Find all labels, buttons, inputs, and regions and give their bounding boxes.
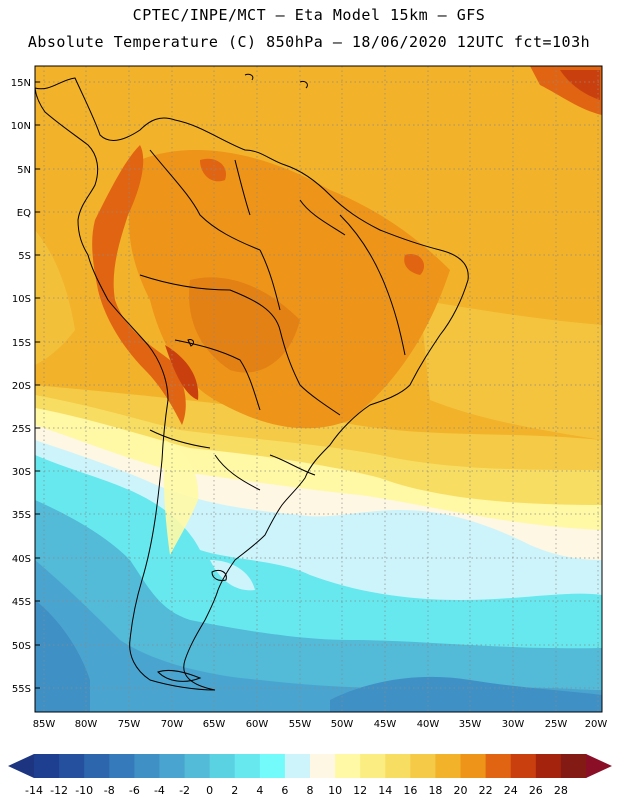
colorbar: -14 -12 -10 -8 -6 -4 -2 0 2 4 6 8 10 12 14 16 18 20 22 24 26…	[8, 754, 612, 797]
colorbar-cell	[134, 754, 160, 778]
lon-label: 25W	[545, 719, 568, 730]
colorbar-cell	[310, 754, 336, 778]
colorbar-label: 6	[281, 784, 288, 797]
lat-label: 15S	[12, 338, 31, 349]
graticule	[35, 66, 602, 712]
colorbar-label: -2	[179, 784, 190, 797]
lon-label: 65W	[203, 719, 226, 730]
colorbar-cell	[59, 754, 85, 778]
colorbar-cell	[234, 754, 261, 778]
lat-label: 30S	[12, 467, 31, 478]
map-title-line1: CPTEC/INPE/MCT – Eta Model 15km – GFS	[132, 6, 486, 24]
lon-label: 40W	[417, 719, 440, 730]
lon-label: 85W	[33, 719, 56, 730]
colorbar-cell	[560, 754, 587, 778]
colorbar-cell	[184, 754, 211, 778]
lon-label: 55W	[289, 719, 312, 730]
colorbar-label: 18	[428, 784, 442, 797]
colorbar-high-arrow	[586, 754, 612, 778]
colorbar-cell	[435, 754, 462, 778]
colorbar-label: 10	[328, 784, 342, 797]
colorbar-label: 20	[454, 784, 468, 797]
colorbar-cell	[335, 754, 361, 778]
lon-label: 45W	[374, 719, 397, 730]
colorbar-label: 16	[403, 784, 417, 797]
lon-label: 70W	[161, 719, 184, 730]
colorbar-label: 0	[206, 784, 213, 797]
colorbar-label: -6	[129, 784, 140, 797]
lat-label: 20S	[12, 381, 31, 392]
plot-frame	[34, 65, 603, 713]
colorbar-label: 2	[231, 784, 238, 797]
colorbar-cell	[485, 754, 512, 778]
lat-label: 5N	[17, 165, 31, 176]
latitude-labels: 15N 10N 5N EQ 5S 10S 15S 20S 25S 30S 35S…	[11, 78, 31, 695]
colorbar-cell	[109, 754, 135, 778]
colorbar-cell	[159, 754, 186, 778]
temperature-field	[35, 66, 602, 712]
lat-label: 25S	[12, 424, 31, 435]
lon-label: 35W	[459, 719, 482, 730]
colorbar-label: 28	[554, 784, 568, 797]
longitude-labels: 85W 80W 75W 70W 65W 60W 55W 50W 45W 40W …	[33, 719, 608, 730]
colorbar-label: 24	[504, 784, 518, 797]
colorbar-label: 12	[353, 784, 367, 797]
colorbar-cell	[209, 754, 236, 778]
lat-label: EQ	[17, 208, 31, 219]
colorbar-cell	[284, 754, 311, 778]
colorbar-label: -4	[154, 784, 165, 797]
tick-marks	[35, 81, 40, 689]
lat-label: 15N	[11, 78, 31, 89]
colorbar-cell	[410, 754, 436, 778]
lat-label: 55S	[12, 684, 31, 695]
colorbar-label: 26	[529, 784, 543, 797]
map-title-line2: Absolute Temperature (C) 850hPa – 18/06/…	[27, 33, 591, 51]
colorbar-low-arrow	[8, 754, 34, 778]
colorbar-cell	[84, 754, 110, 778]
lon-label: 20W	[585, 719, 608, 730]
coastline	[35, 73, 469, 691]
colorbar-cell	[34, 754, 60, 778]
lat-label: 50S	[12, 641, 31, 652]
lat-label: 35S	[12, 510, 31, 521]
colorbar-cell	[460, 754, 487, 778]
lon-label: 50W	[331, 719, 354, 730]
lat-label: 10N	[11, 121, 31, 132]
lon-label: 75W	[118, 719, 141, 730]
colorbar-label: -8	[104, 784, 115, 797]
lat-label: 10S	[12, 294, 31, 305]
lat-label: 45S	[12, 597, 31, 608]
colorbar-label: 8	[307, 784, 314, 797]
colorbar-label: 4	[256, 784, 263, 797]
colorbar-label: -10	[75, 784, 93, 797]
colorbar-label: -12	[50, 784, 68, 797]
lon-label: 60W	[246, 719, 269, 730]
lat-label: 40S	[12, 554, 31, 565]
lat-label: 5S	[18, 251, 31, 262]
colorbar-cell	[360, 754, 386, 778]
lon-label: 30W	[502, 719, 525, 730]
colorbar-label: 14	[378, 784, 392, 797]
colorbar-label: 22	[479, 784, 493, 797]
lon-label: 80W	[75, 719, 98, 730]
colorbar-cell	[535, 754, 562, 778]
colorbar-cell	[259, 754, 286, 778]
colorbar-cell	[510, 754, 537, 778]
colorbar-label: -14	[25, 784, 43, 797]
colorbar-cell	[385, 754, 411, 778]
